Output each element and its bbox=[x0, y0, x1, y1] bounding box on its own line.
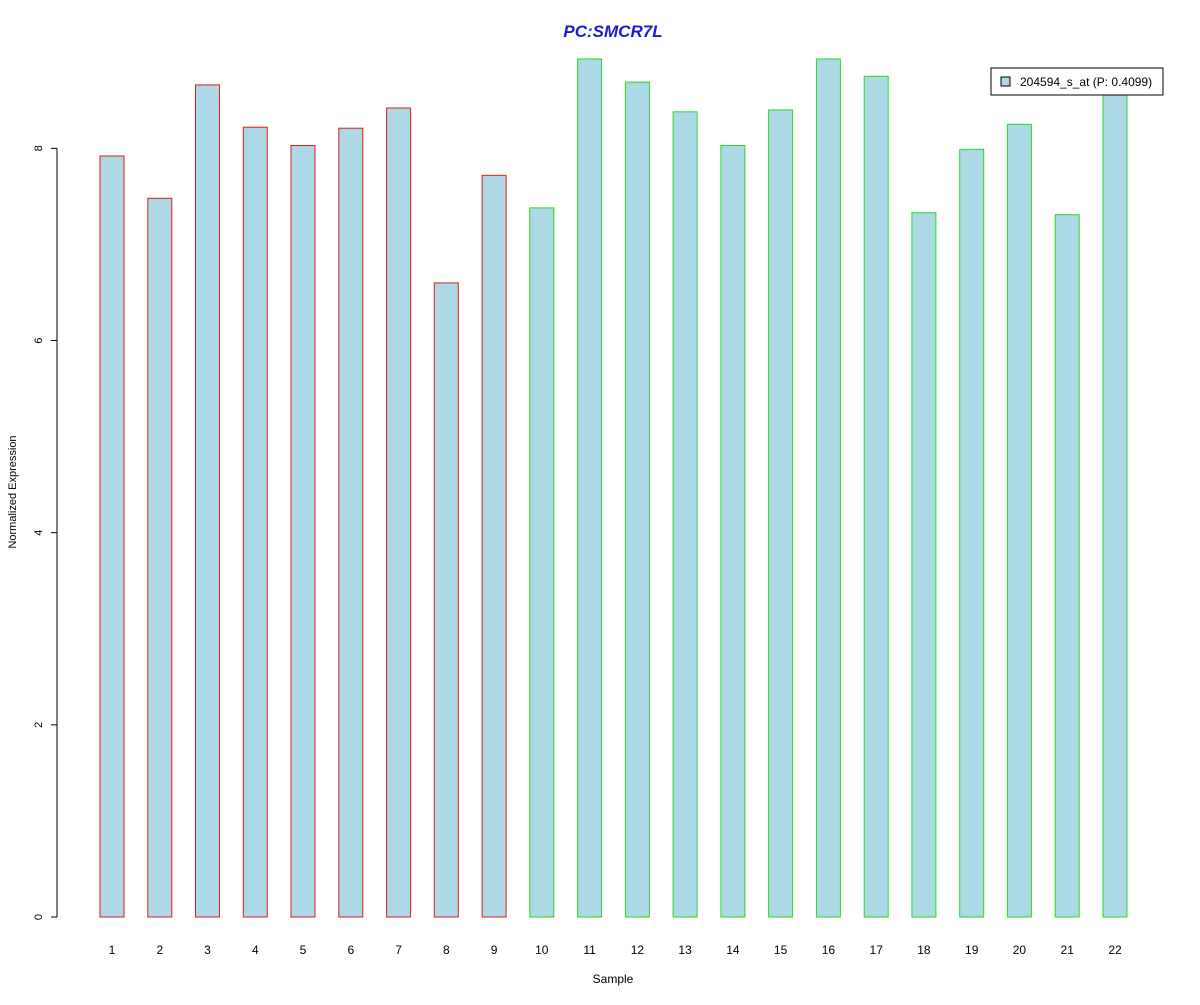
x-tick-label: 11 bbox=[583, 943, 596, 957]
bar-sample-1 bbox=[99, 155, 125, 918]
legend-label: 204594_s_at (P: 0.4099) bbox=[1020, 75, 1152, 89]
x-tick-label: 3 bbox=[204, 943, 211, 957]
bar-sample-5 bbox=[290, 145, 316, 918]
bar-sample-8 bbox=[433, 282, 459, 918]
x-tick-label: 4 bbox=[252, 943, 259, 957]
x-tick-label: 17 bbox=[870, 943, 884, 957]
y-tick-label: 4 bbox=[33, 530, 45, 536]
x-tick-label: 2 bbox=[156, 943, 163, 957]
x-tick-label: 6 bbox=[347, 943, 354, 957]
bar-sample-3 bbox=[195, 84, 220, 918]
legend: 204594_s_at (P: 0.4099) bbox=[990, 67, 1164, 96]
bar-sample-21 bbox=[1054, 214, 1080, 918]
bar-sample-9 bbox=[481, 174, 507, 918]
x-tick-label: 20 bbox=[1013, 943, 1027, 957]
x-tick-label: 13 bbox=[678, 943, 692, 957]
x-tick-label: 15 bbox=[774, 943, 788, 957]
bar-sample-11 bbox=[577, 58, 603, 918]
x-tick-label: 10 bbox=[535, 943, 549, 957]
x-tick-label: 14 bbox=[726, 943, 740, 957]
x-tick-label: 22 bbox=[1108, 943, 1122, 957]
y-tick-label: 2 bbox=[33, 722, 45, 728]
bar-sample-15 bbox=[768, 109, 794, 918]
bar-sample-22 bbox=[1102, 90, 1128, 918]
bars bbox=[99, 58, 1128, 918]
bar-sample-19 bbox=[959, 148, 985, 918]
bar-sample-14 bbox=[720, 145, 746, 918]
y-tick-label: 6 bbox=[33, 337, 45, 343]
x-tick-label: 16 bbox=[822, 943, 836, 957]
x-axis-label: Sample bbox=[593, 972, 634, 986]
bar-sample-7 bbox=[386, 107, 412, 918]
x-tick-label: 8 bbox=[443, 943, 450, 957]
x-tick-label: 12 bbox=[631, 943, 645, 957]
y-tick-label: 8 bbox=[33, 145, 45, 151]
bar-sample-6 bbox=[338, 127, 364, 918]
x-tick-label: 9 bbox=[491, 943, 498, 957]
legend-swatch bbox=[1000, 76, 1011, 87]
x-tick-label: 18 bbox=[917, 943, 931, 957]
legend-box bbox=[990, 67, 1164, 96]
bar-sample-17 bbox=[863, 75, 889, 918]
bar-sample-16 bbox=[815, 58, 841, 918]
bar-sample-18 bbox=[911, 212, 937, 918]
chart-title: PC:SMCR7L bbox=[563, 22, 662, 41]
y-tick-label: 0 bbox=[33, 914, 45, 920]
x-tick-label: 19 bbox=[965, 943, 979, 957]
bar-sample-20 bbox=[1006, 123, 1032, 918]
x-tick-labels: 1 2 3 4 5 6 7 8 9 10 11 12 13 14 15 16 17 18 19 20 21 22 bbox=[109, 943, 1122, 957]
y-axis-label: Normalized Expression bbox=[7, 435, 19, 548]
y-axis: 0 2 4 6 8 bbox=[33, 145, 58, 920]
x-tick-label: 1 bbox=[109, 943, 116, 957]
bar-sample-4 bbox=[242, 126, 268, 918]
bar-sample-10 bbox=[529, 207, 555, 918]
bar-sample-2 bbox=[147, 197, 173, 918]
bar-sample-12 bbox=[624, 81, 650, 918]
x-tick-label: 7 bbox=[395, 943, 402, 957]
x-tick-label: 5 bbox=[300, 943, 307, 957]
x-tick-label: 21 bbox=[1061, 943, 1075, 957]
bar-sample-13 bbox=[672, 111, 698, 918]
